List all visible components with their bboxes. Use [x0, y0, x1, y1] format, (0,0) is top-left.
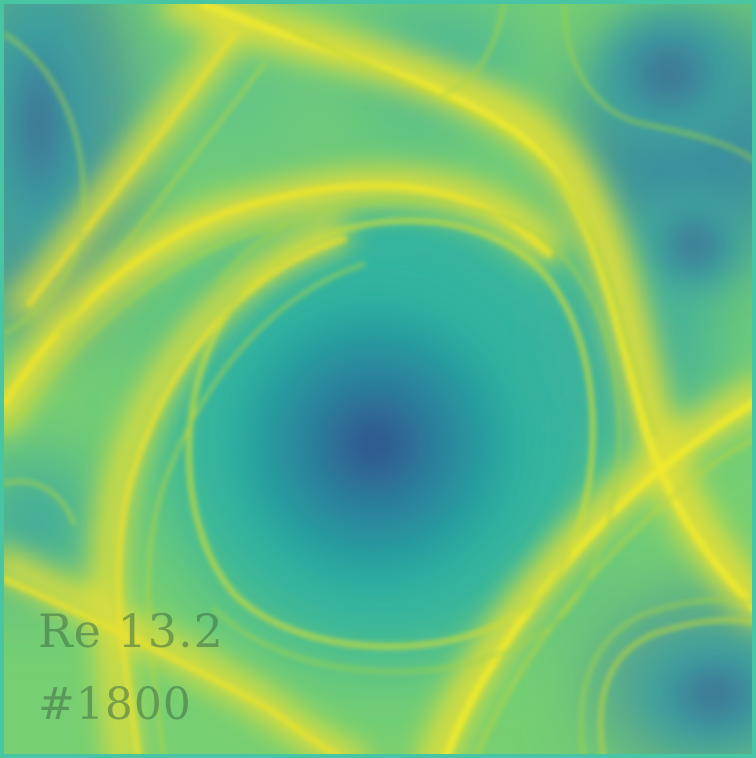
- frame-number-label: #1800: [38, 679, 192, 730]
- reynolds-number-label: Re 13.2: [38, 604, 224, 658]
- vorticity-field-image: [4, 4, 752, 754]
